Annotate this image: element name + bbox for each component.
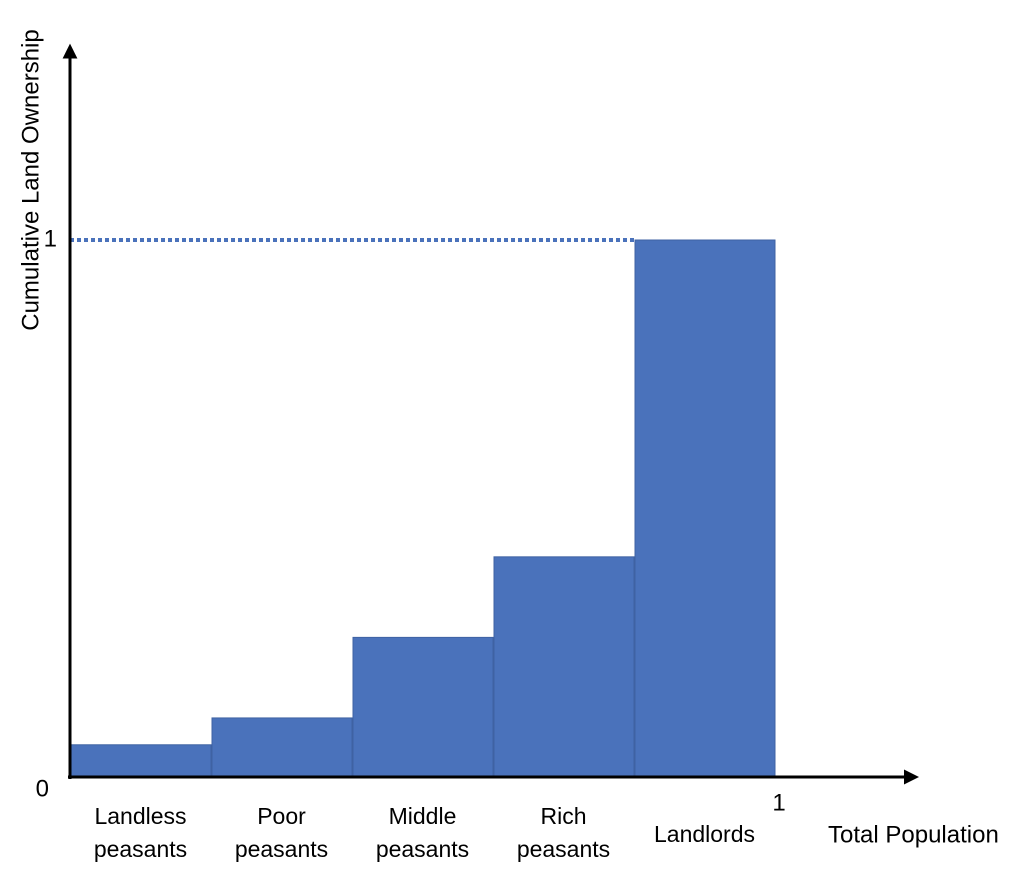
category-label: Rich peasants	[516, 803, 611, 862]
x-tick-label: 1	[772, 789, 785, 816]
bar	[211, 717, 353, 778]
bar	[70, 744, 212, 778]
y-axis-title: Cumulative Land Ownership	[17, 29, 44, 331]
y-tick-label: 0	[36, 775, 49, 802]
bar	[352, 636, 494, 778]
x-axis-title: Total Population	[828, 821, 999, 848]
bar	[493, 556, 635, 778]
category-label: Landless peasants	[93, 803, 188, 862]
y-tick-label: 1	[44, 225, 57, 252]
category-label: Landlords	[653, 821, 756, 847]
category-label: Middle peasants	[375, 803, 470, 862]
bar	[634, 239, 776, 778]
category-label: Poor peasants	[234, 803, 329, 862]
